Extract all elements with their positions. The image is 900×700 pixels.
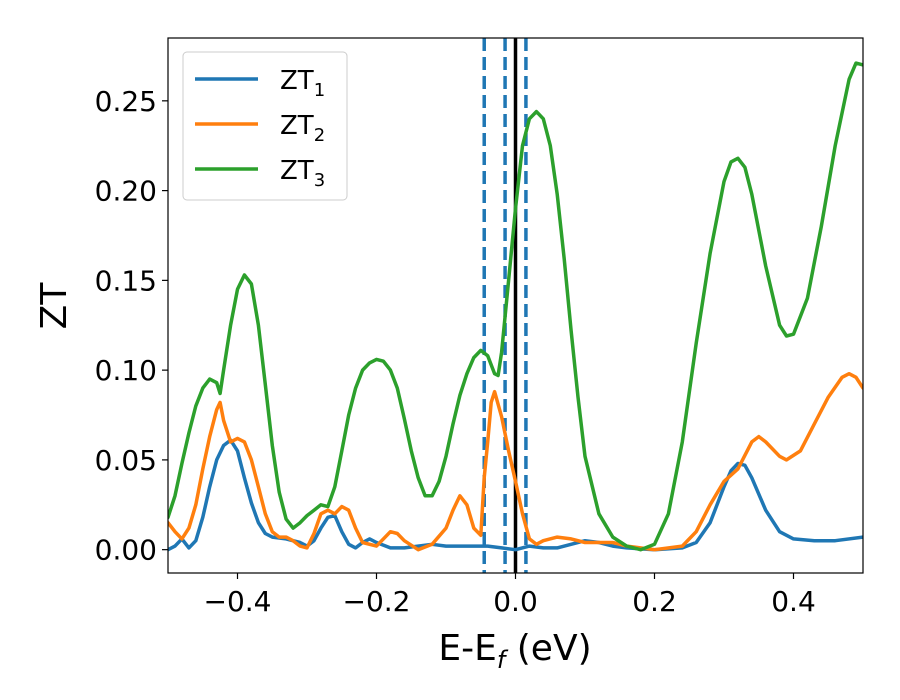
y-axis-title: ZT [34,282,75,330]
x-tick-label: 0.4 [771,585,816,618]
series-lines [168,61,863,552]
y-tick-label: 0.05 [95,444,157,477]
x-tick-label: −0.4 [204,585,272,618]
x-tick-label: −0.2 [343,585,411,618]
y-tick-label: 0.20 [95,175,157,208]
legend-label-zt1: ZT1 [280,66,325,101]
legend: ZT1 ZT2 ZT3 [182,51,348,201]
y-axis-ticks: 0.00 0.05 0.10 0.15 0.20 0.25 [95,85,168,567]
legend-box [182,51,348,201]
series-line-zt3 [168,61,863,552]
x-tick-label: 0.2 [632,585,677,618]
x-axis-ticks: −0.4 −0.2 0.0 0.2 0.4 [204,573,816,618]
legend-label-zt2: ZT2 [280,111,325,146]
x-axis-title: E-Ef (eV) [438,628,591,674]
y-tick-label: 0.15 [95,264,157,297]
series-line-zt2 [168,371,863,552]
legend-label-zt3: ZT3 [280,156,325,191]
x-tick-label: 0.0 [493,585,538,618]
y-tick-label: 0.10 [95,354,157,387]
y-tick-label: 0.00 [95,534,157,567]
y-tick-label: 0.25 [95,85,157,118]
